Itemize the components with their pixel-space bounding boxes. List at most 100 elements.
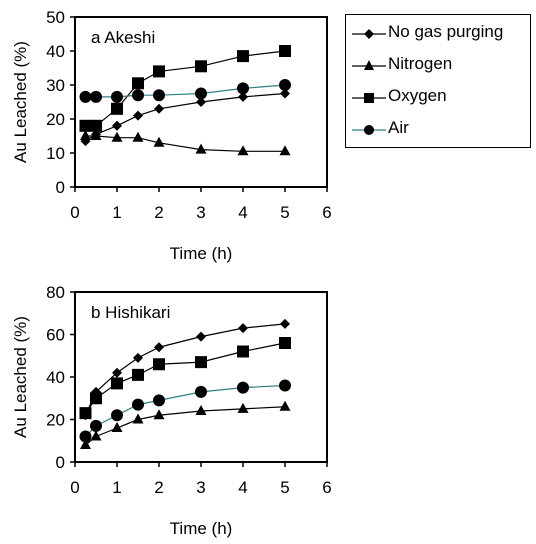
- x-tick-label: 2: [154, 203, 163, 222]
- data-point: [279, 145, 291, 156]
- data-point: [132, 413, 144, 424]
- data-point: [195, 87, 207, 100]
- y-tick-label: 60: [46, 326, 65, 345]
- x-axis-label: Time (h): [170, 244, 233, 263]
- data-point: [153, 89, 165, 102]
- circle-marker-icon: [352, 125, 386, 135]
- data-point: [132, 368, 144, 381]
- data-point: [132, 131, 144, 142]
- legend-item-air: Air: [346, 117, 530, 143]
- square-marker-icon: [352, 93, 386, 103]
- data-point: [90, 130, 102, 140]
- panel-label: b Hishikari: [91, 303, 170, 322]
- x-tick-label: 2: [154, 478, 163, 497]
- data-point: [153, 394, 165, 407]
- diamond-marker-icon: [352, 29, 386, 39]
- data-point: [279, 400, 291, 411]
- x-tick-label: 6: [322, 478, 331, 497]
- x-tick-label: 0: [70, 203, 79, 222]
- chart-panel-a: 0 10 20 30 40 50 0 1 2 3 4 5 6 Time (h) Au Leached (%)…: [11, 8, 332, 263]
- x-tick-label: 3: [196, 203, 205, 222]
- data-point: [133, 110, 143, 121]
- data-point: [79, 119, 92, 132]
- y-tick-label: 40: [46, 368, 65, 387]
- data-point: [237, 50, 249, 63]
- x-axis-label: Time (h): [170, 519, 233, 538]
- data-point: [90, 90, 102, 103]
- legend-label: Oxygen: [388, 86, 447, 105]
- data-point: [90, 419, 102, 432]
- data-point: [195, 60, 207, 73]
- data-point: [153, 358, 165, 371]
- legend-label: Air: [388, 118, 409, 137]
- data-point: [154, 103, 164, 114]
- x-tick-label: 6: [322, 203, 331, 222]
- panel-label: a Akeshi: [91, 28, 155, 47]
- data-point: [195, 143, 207, 154]
- y-tick-label: 50: [46, 8, 65, 27]
- data-point: [132, 89, 144, 102]
- data-point: [80, 439, 91, 449]
- series-air: [79, 379, 291, 443]
- data-point: [153, 136, 165, 147]
- data-point: [238, 323, 248, 334]
- series-line: [85, 135, 285, 152]
- data-point: [90, 392, 102, 405]
- y-tick-label: 0: [56, 453, 65, 472]
- data-point: [111, 377, 123, 390]
- data-point: [196, 331, 206, 342]
- data-point: [279, 379, 291, 392]
- legend: No gas purging Nitrogen Oxygen Air: [345, 14, 531, 148]
- y-tick-label: 30: [46, 76, 65, 95]
- y-tick-label: 40: [46, 42, 65, 61]
- x-tick-label: 1: [112, 478, 121, 497]
- x-tick-label: 4: [238, 478, 247, 497]
- data-point: [79, 90, 92, 103]
- x-tick-label: 0: [70, 478, 79, 497]
- chart-panel-b: 0 20 40 60 80 0 1 2 3 4 5 6 Time (h) Au Leached (%) b …: [11, 283, 332, 538]
- data-point: [195, 385, 207, 398]
- data-point: [195, 356, 207, 369]
- data-point: [79, 430, 92, 443]
- y-axis-label: Au Leached (%): [11, 41, 30, 163]
- data-point: [132, 398, 144, 411]
- data-point: [279, 337, 291, 349]
- data-point: [111, 422, 123, 432]
- data-point: [133, 352, 143, 363]
- legend-label: Nitrogen: [388, 54, 453, 73]
- series-oxygen: [79, 45, 291, 132]
- data-point: [153, 409, 165, 420]
- data-point: [132, 77, 144, 90]
- legend-item-nitrogen: Nitrogen: [346, 53, 530, 79]
- data-point: [237, 82, 249, 95]
- data-point: [237, 345, 249, 358]
- y-tick-label: 80: [46, 283, 65, 302]
- x-tick-label: 1: [112, 203, 121, 222]
- series-no-gas-purging: [80, 318, 290, 421]
- legend-item-no-gas-purging: No gas purging: [346, 21, 530, 47]
- y-tick-label: 10: [46, 144, 65, 163]
- series-air: [79, 79, 291, 103]
- series-line: [84, 323, 286, 416]
- x-tick-label: 3: [196, 478, 205, 497]
- data-point: [79, 407, 92, 420]
- series-nitrogen: [80, 130, 291, 156]
- data-point: [280, 318, 290, 329]
- data-point: [237, 381, 249, 394]
- data-point: [153, 65, 165, 78]
- series-oxygen: [79, 337, 291, 420]
- y-tick-label: 20: [46, 411, 65, 430]
- data-point: [111, 90, 123, 103]
- data-point: [111, 409, 123, 422]
- data-point: [237, 145, 249, 156]
- data-point: [111, 102, 123, 115]
- y-axis-label: Au Leached (%): [11, 316, 30, 438]
- data-point: [279, 45, 291, 57]
- data-point: [195, 405, 207, 415]
- x-tick-label: 5: [280, 478, 289, 497]
- data-point: [280, 88, 290, 99]
- legend-item-oxygen: Oxygen: [346, 85, 530, 111]
- data-point: [154, 342, 164, 353]
- y-tick-label: 20: [46, 110, 65, 129]
- data-point: [90, 119, 102, 132]
